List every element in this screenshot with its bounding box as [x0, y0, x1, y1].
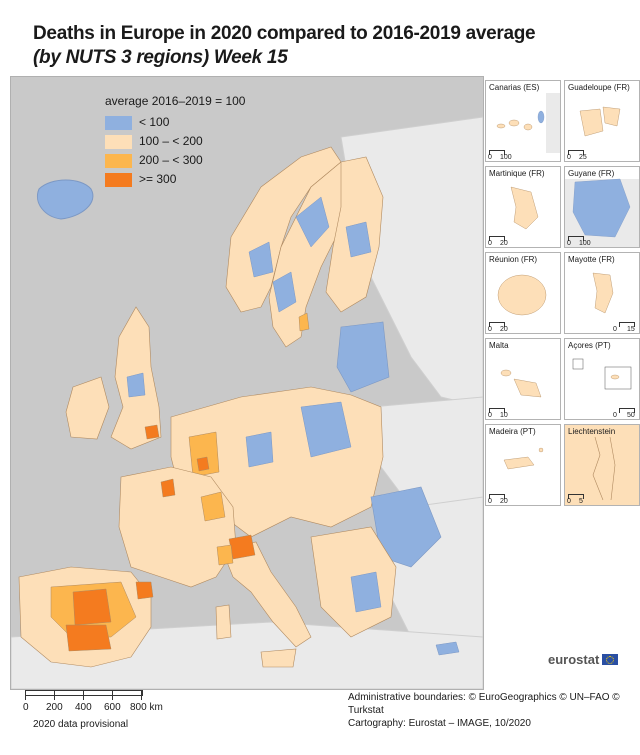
region-italy	[220, 541, 312, 648]
inset-reunion-map	[497, 274, 547, 316]
map-footer: Administrative boundaries: © EuroGeograp…	[348, 691, 638, 730]
inset-madeira-map	[503, 447, 544, 470]
inset-madeira[interactable]: Madeira (PT) 0 20	[485, 424, 561, 506]
scale-label: 400	[75, 702, 92, 713]
inset-liechtenstein-map	[592, 436, 616, 501]
inset-malta-map	[500, 369, 542, 398]
europe-map[interactable]	[10, 76, 484, 690]
legend-label: < 100	[139, 115, 170, 129]
inset-guyane-map	[565, 178, 639, 247]
map-scalebar	[25, 690, 143, 700]
region-sardinia	[215, 604, 232, 640]
inset-acores-map	[572, 358, 632, 390]
legend-label: 200 – < 300	[139, 153, 203, 167]
inset-acores[interactable]: Açores (PT) 0 50	[564, 338, 640, 420]
inset-mayotte-map	[592, 272, 614, 314]
map-title: Deaths in Europe in 2020 compared to 201…	[33, 23, 536, 44]
inset-mayotte[interactable]: Mayotte (FR) 0 15	[564, 252, 640, 334]
map-legend: average 2016–2019 = 100 < 100 100 – < 20…	[105, 92, 245, 189]
region-germany-blue	[245, 431, 274, 468]
region-catalonia	[135, 581, 154, 600]
inset-canarias[interactable]: Canarias (ES) 0 100	[485, 80, 561, 162]
region-baltics	[336, 321, 390, 393]
region-london	[144, 424, 160, 440]
region-greece-blue	[350, 571, 382, 613]
map-subtitle: (by NUTS 3 regions) Week 15	[33, 47, 288, 68]
region-stockholm	[298, 312, 310, 332]
inset-guadeloupe[interactable]: Guadeloupe (FR) 0 25	[564, 80, 640, 162]
scale-label: 800 km	[130, 702, 163, 713]
region-benelux	[188, 431, 220, 478]
non-eu-belarus-ukraine	[370, 396, 483, 508]
region-belgium-hot	[196, 456, 210, 472]
region-sicily	[260, 648, 297, 668]
legend-swatch	[105, 172, 132, 187]
inset-panels: Canarias (ES) 0 100 Guadeloupe (FR) 0 25…	[485, 80, 640, 510]
legend-swatch	[105, 134, 132, 149]
legend-item: 100 – < 200	[105, 132, 245, 151]
inset-martinique[interactable]: Martinique (FR) 0 20	[485, 166, 561, 248]
inset-malta[interactable]: Malta 0 10	[485, 338, 561, 420]
scale-label: 600	[104, 702, 121, 713]
eu-flag-icon	[602, 654, 619, 665]
region-grand-est	[200, 491, 226, 522]
region-madrid	[72, 588, 112, 626]
legend-item: 200 – < 300	[105, 151, 245, 170]
provisional-note: 2020 data provisional	[33, 719, 129, 730]
legend-item: >= 300	[105, 170, 245, 189]
legend-title: average 2016–2019 = 100	[105, 94, 246, 108]
footer-boundaries: Administrative boundaries: © EuroGeograp…	[348, 692, 620, 716]
region-paris	[160, 478, 176, 498]
region-ireland	[65, 376, 110, 440]
inset-reunion[interactable]: Réunion (FR) 0 20	[485, 252, 561, 334]
region-norway-blue	[248, 241, 274, 278]
region-castilla-la-mancha	[65, 624, 112, 652]
inset-canarias-map	[496, 93, 560, 153]
scale-label: 0	[23, 702, 29, 713]
region-piedmont	[216, 544, 234, 566]
eurostat-logo: eurostat	[548, 652, 619, 667]
region-gb-blue	[126, 372, 146, 398]
region-iceland	[37, 179, 94, 220]
region-poland-blue	[300, 401, 352, 458]
footer-cartography: Cartography: Eurostat – IMAGE, 10/2020	[348, 718, 531, 729]
map-canvas	[11, 116, 483, 689]
inset-guyane[interactable]: Guyane (FR) 0 100	[564, 166, 640, 248]
legend-label: >= 300	[139, 172, 177, 186]
legend-swatch	[105, 115, 132, 130]
region-cyprus	[435, 641, 460, 656]
region-lombardy	[228, 534, 256, 560]
region-sweden-blue-s	[272, 271, 297, 313]
legend-label: 100 – < 200	[139, 134, 203, 148]
legend-item: < 100	[105, 113, 245, 132]
inset-martinique-map	[510, 186, 539, 230]
region-sweden-blue-n	[295, 196, 330, 248]
inset-guadeloupe-map	[579, 106, 621, 137]
legend-swatch	[105, 153, 132, 168]
inset-liechtenstein[interactable]: Liechtenstein 0 5	[564, 424, 640, 506]
region-finland-blue	[345, 221, 372, 258]
scale-label: 200	[46, 702, 63, 713]
